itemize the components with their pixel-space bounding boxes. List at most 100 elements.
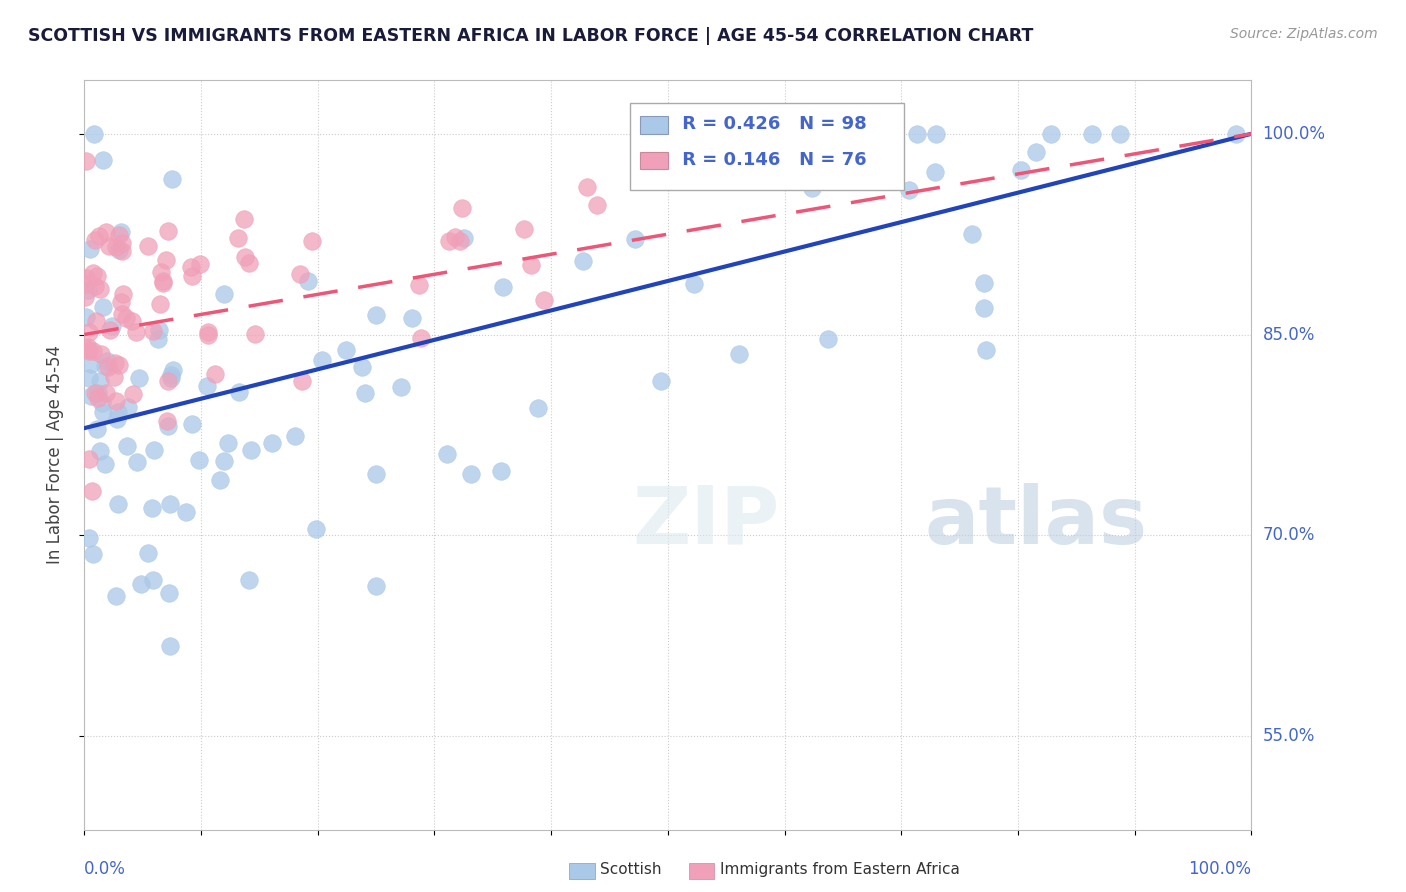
Point bbox=[115, 310, 138, 325]
Point bbox=[243, 327, 266, 342]
Point bbox=[110, 236, 132, 251]
Text: 70.0%: 70.0% bbox=[1263, 526, 1315, 544]
Point bbox=[291, 374, 314, 388]
Point bbox=[520, 258, 543, 272]
Point bbox=[301, 235, 323, 249]
Point bbox=[142, 443, 165, 458]
Text: Scottish: Scottish bbox=[600, 863, 662, 877]
Point bbox=[148, 323, 170, 337]
Point bbox=[107, 405, 129, 419]
Text: 100.0%: 100.0% bbox=[1188, 860, 1251, 878]
Point bbox=[204, 367, 226, 381]
Point bbox=[155, 252, 177, 267]
Point bbox=[77, 341, 100, 355]
Text: atlas: atlas bbox=[925, 483, 1147, 561]
Point bbox=[105, 589, 128, 603]
Point bbox=[240, 442, 263, 457]
Point bbox=[98, 323, 121, 337]
Point bbox=[121, 387, 143, 401]
Point bbox=[73, 290, 96, 304]
Point bbox=[84, 233, 107, 247]
Point bbox=[84, 279, 107, 293]
Point bbox=[75, 154, 97, 169]
Point bbox=[898, 183, 921, 197]
Point bbox=[335, 343, 357, 357]
Point bbox=[160, 368, 183, 382]
Point bbox=[110, 295, 132, 310]
Point bbox=[127, 455, 149, 469]
Text: R = 0.426   N = 98: R = 0.426 N = 98 bbox=[676, 115, 868, 133]
Point bbox=[188, 257, 211, 271]
Point bbox=[79, 388, 101, 402]
Point bbox=[450, 202, 472, 216]
Point bbox=[197, 325, 219, 339]
Point bbox=[84, 314, 107, 328]
Point bbox=[226, 231, 249, 245]
Point bbox=[77, 531, 100, 545]
Point bbox=[195, 379, 218, 393]
Point bbox=[96, 353, 118, 368]
Point bbox=[89, 443, 111, 458]
Point bbox=[284, 429, 307, 443]
Point bbox=[87, 229, 110, 244]
Text: 85.0%: 85.0% bbox=[1263, 326, 1315, 343]
Point bbox=[94, 457, 117, 471]
Point bbox=[86, 268, 108, 283]
Point bbox=[101, 318, 124, 333]
Point bbox=[208, 473, 231, 487]
Point bbox=[108, 244, 131, 258]
Point bbox=[1108, 127, 1130, 141]
Point bbox=[181, 268, 204, 283]
Point bbox=[77, 325, 100, 339]
Point bbox=[150, 265, 173, 279]
Text: Immigrants from Eastern Africa: Immigrants from Eastern Africa bbox=[720, 863, 960, 877]
Point bbox=[650, 374, 672, 388]
Point bbox=[188, 452, 211, 467]
Point bbox=[311, 352, 333, 367]
Point bbox=[138, 239, 160, 253]
Point bbox=[233, 211, 256, 226]
Text: 100.0%: 100.0% bbox=[1263, 125, 1326, 143]
Point bbox=[411, 331, 433, 345]
Point bbox=[238, 574, 260, 588]
Point bbox=[706, 127, 728, 141]
Text: ZIP: ZIP bbox=[633, 483, 780, 561]
Point bbox=[125, 325, 148, 339]
Point bbox=[533, 293, 555, 307]
Point bbox=[108, 227, 131, 242]
Point bbox=[82, 343, 104, 358]
Point bbox=[212, 287, 235, 301]
Point bbox=[389, 380, 412, 394]
Point bbox=[159, 371, 181, 385]
Point bbox=[155, 414, 177, 428]
Point bbox=[90, 347, 112, 361]
Point bbox=[77, 452, 100, 467]
Point bbox=[1040, 127, 1063, 141]
Point bbox=[960, 227, 983, 241]
Point bbox=[513, 222, 536, 236]
Point bbox=[84, 385, 107, 400]
Point bbox=[82, 266, 104, 280]
Point bbox=[111, 244, 134, 258]
Point bbox=[121, 313, 143, 327]
Point bbox=[89, 282, 111, 296]
Point bbox=[159, 639, 181, 653]
Text: 55.0%: 55.0% bbox=[1263, 727, 1315, 745]
Point bbox=[1225, 127, 1247, 141]
Point bbox=[576, 180, 599, 194]
Point bbox=[157, 419, 180, 434]
Point bbox=[90, 395, 112, 409]
Point bbox=[105, 240, 128, 254]
Point bbox=[683, 277, 706, 291]
Point bbox=[77, 343, 100, 358]
Point bbox=[79, 242, 101, 256]
Point bbox=[103, 370, 125, 384]
Point bbox=[354, 386, 377, 401]
Point bbox=[460, 467, 482, 482]
Point bbox=[149, 297, 172, 311]
Point bbox=[128, 371, 150, 385]
Point bbox=[112, 287, 135, 301]
Point bbox=[142, 324, 165, 338]
Point bbox=[586, 198, 609, 212]
Point bbox=[238, 256, 260, 270]
